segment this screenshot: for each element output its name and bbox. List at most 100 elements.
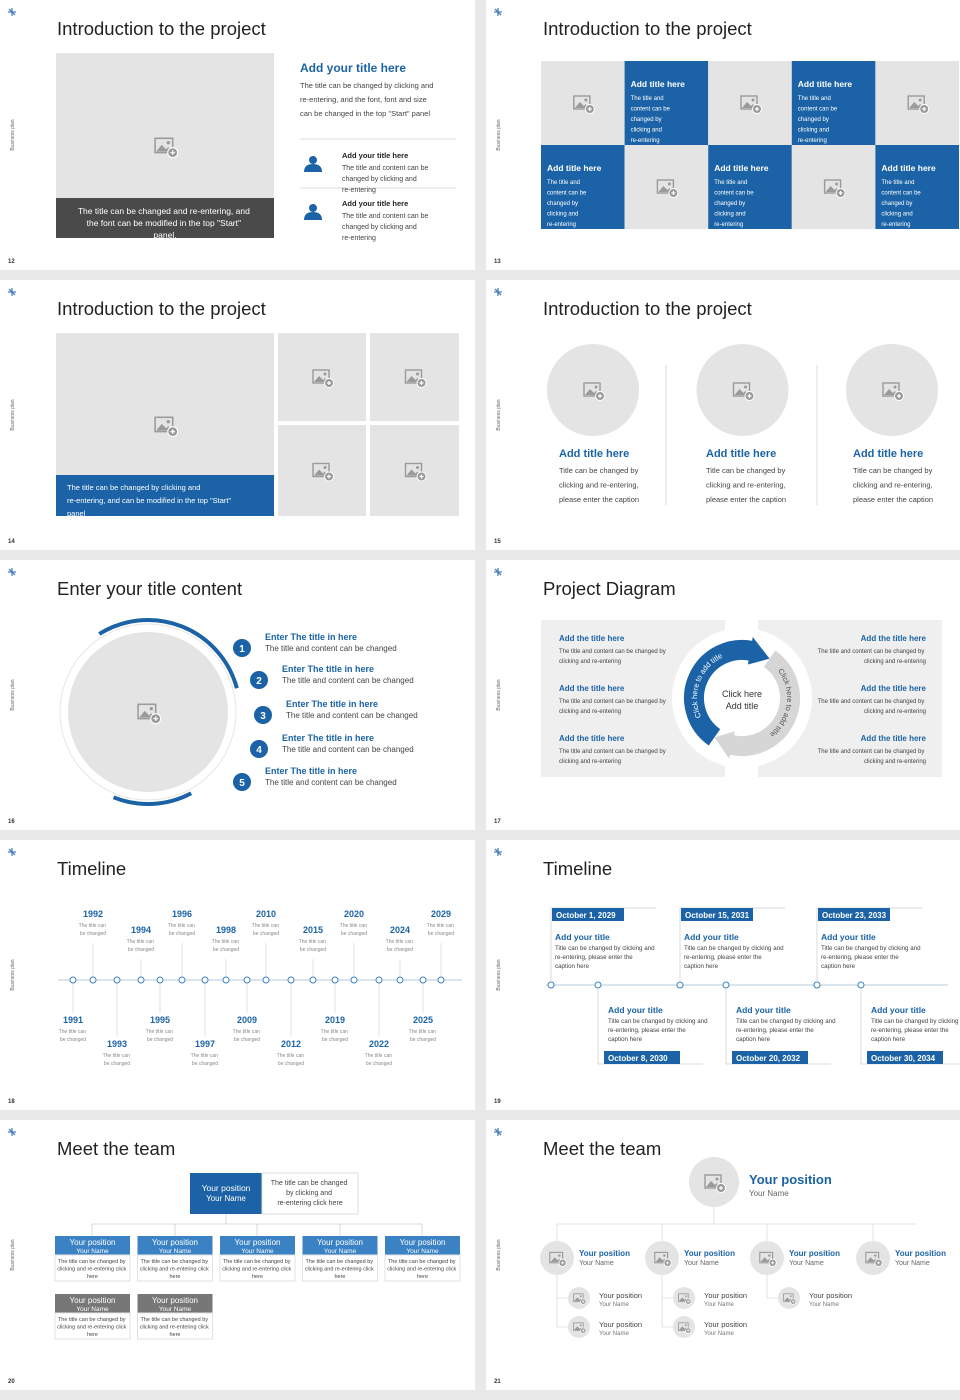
icon-sun: [416, 466, 419, 469]
slide-thumbnail[interactable]: Business plan 18 Timeline 1991 The title can…: [0, 840, 475, 1110]
event-text: The title can be changed: [191, 1053, 220, 1067]
node: [243, 976, 251, 984]
event-text: Title can be changed by clicking and re-…: [555, 945, 656, 970]
event-title: Add your title: [555, 932, 610, 942]
node: [813, 981, 821, 989]
event-text: The title can be changed: [386, 939, 415, 953]
icon-frame: [573, 95, 591, 110]
staff-photo: [568, 1287, 590, 1309]
year: 1993: [107, 1039, 127, 1049]
icon-sun: [768, 1254, 771, 1257]
slide-thumbnail[interactable]: Business plan 15 Introduction to the proje…: [486, 280, 960, 550]
slide-thumbnail[interactable]: Business plan 17 Project Diagram Click here…: [486, 560, 960, 830]
slide-number: 15: [494, 539, 501, 545]
tile-text: The title and content can be changed by …: [714, 180, 755, 228]
slide-number: 19: [494, 1099, 501, 1105]
manager-name: Your Name: [895, 1260, 930, 1267]
icon-frame: [732, 382, 751, 397]
blue-arc: [684, 640, 757, 746]
member-name: Your Name: [406, 1248, 439, 1255]
head-text-box: [261, 1172, 359, 1215]
side-label: Business plan: [10, 959, 16, 990]
icon-frame: [404, 369, 423, 384]
logo: [8, 1128, 16, 1136]
year: 2024: [390, 925, 410, 935]
member-body: [54, 1312, 131, 1340]
year: 2020: [344, 909, 364, 919]
slide-thumbnail[interactable]: Business plan 21 Meet the team Your positio…: [486, 1120, 960, 1390]
icon-plus: [327, 381, 331, 385]
slide-thumbnail[interactable]: Business plan 16 Enter your title content 1…: [0, 560, 475, 830]
tile-text: The title and content can be changed by …: [631, 96, 672, 144]
number-badge: [233, 773, 251, 791]
member-text: The title can be changed by clicking and…: [222, 1259, 293, 1280]
icon-sun: [416, 372, 419, 376]
image-placeholder-icon: [678, 1293, 692, 1305]
member-header: [55, 1236, 130, 1255]
event-text: The title can be changed: [299, 939, 328, 953]
icon-sun: [751, 98, 755, 102]
image-placeholder-icon: [865, 1251, 883, 1267]
staff-name: Your Name: [599, 1331, 629, 1337]
staff-name: Your Name: [599, 1302, 629, 1308]
event-title: Add your title: [871, 1005, 926, 1015]
staff-photo: [673, 1316, 695, 1338]
icon-mountain: [314, 469, 328, 476]
head-name: Your Name: [749, 1189, 789, 1198]
icon-plus: [561, 1261, 565, 1265]
year: 2019: [325, 1015, 345, 1025]
member-body: [137, 1254, 213, 1282]
year: 1991: [63, 1015, 83, 1025]
slide-thumbnail[interactable]: Business plan 20 Meet the team Your positio…: [0, 1120, 475, 1390]
icon-sun: [594, 385, 598, 389]
image-circle: [547, 344, 639, 436]
icon-sun: [789, 1295, 792, 1298]
staff-name: Your Name: [809, 1302, 839, 1308]
icon-frame: [312, 462, 330, 478]
staff-position: Your position: [704, 1291, 747, 1300]
slide-thumbnail[interactable]: Business plan 13 Introduction to the proje…: [486, 0, 960, 270]
icon-mountain: [784, 1297, 793, 1301]
icon-frame: [549, 1251, 564, 1264]
number: 1: [239, 644, 245, 655]
icon-mountain: [574, 102, 589, 108]
year: 2010: [256, 909, 276, 919]
event-text: The title can be changed: [252, 923, 281, 937]
slide-thumbnail[interactable]: Business plan 12 Introduction to the proje…: [0, 0, 475, 270]
image-placeholder-icon: [740, 95, 762, 114]
node: [309, 976, 317, 984]
image-tile: [278, 425, 366, 516]
icon-frame: [823, 179, 842, 194]
slide-thumbnail[interactable]: Business plan 14 Introduction to the proje…: [0, 280, 475, 550]
member-name: Your Name: [241, 1248, 274, 1255]
item-text: The title and content can be changed by …: [342, 213, 430, 242]
image-placeholder-icon: [704, 1174, 726, 1193]
column-title: Add title here: [706, 448, 776, 460]
side-label: Business plan: [10, 679, 16, 710]
staff-photo: [568, 1316, 590, 1338]
head-name: Your Name: [206, 1194, 246, 1203]
icon-sun: [835, 182, 839, 186]
image-placeholder-icon: [759, 1251, 777, 1267]
event-text: The title can be changed: [127, 939, 156, 953]
slide-thumbnail[interactable]: Business plan 19 Timeline October 1, 2029 Ad…: [486, 840, 960, 1110]
node: [331, 976, 339, 984]
member-name: Your Name: [76, 1248, 109, 1255]
event-text: Title can be changed by clicking and re-…: [871, 1018, 960, 1043]
image-circle: [696, 344, 789, 436]
node: [69, 976, 77, 984]
logo-mark: [8, 568, 16, 576]
node: [419, 976, 427, 984]
staff-photo: [673, 1287, 695, 1309]
slide-title: Timeline: [57, 858, 126, 879]
icon-frame: [759, 1251, 774, 1264]
date: October 23, 2033: [822, 911, 887, 920]
icon-plus: [838, 191, 843, 195]
item-title: Add the title here: [861, 684, 927, 693]
date: October 30, 2034: [871, 1054, 936, 1063]
logo-mark: [494, 848, 502, 856]
item-title: Add the title here: [861, 634, 927, 643]
icon-mountain: [706, 1181, 720, 1187]
image-placeholder-icon: [137, 703, 162, 725]
icon-mountain: [866, 1257, 878, 1262]
